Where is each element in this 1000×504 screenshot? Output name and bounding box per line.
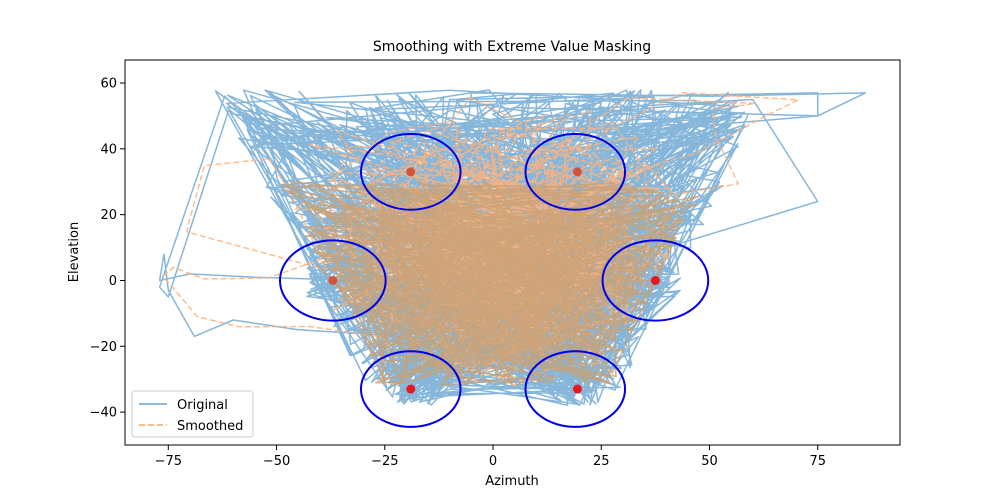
target-point-5	[572, 384, 582, 394]
axes-layer: −75 −50 −25 0 25 50 75 −40 −20 0 20 40 60	[90, 77, 826, 469]
legend: Original Smoothed	[131, 390, 254, 438]
target-point-4	[406, 384, 416, 394]
legend-label-original: Original	[177, 398, 228, 413]
chart-title: Smoothing with Extreme Value Masking	[373, 39, 651, 55]
x-tick-label: 50	[701, 454, 718, 469]
x-tick-label: 0	[489, 454, 497, 469]
y-tick-label: 40	[100, 142, 117, 157]
x-tick-label: 75	[809, 454, 826, 469]
ellipse-3	[601, 239, 710, 322]
series-overlap-trace	[280, 179, 700, 387]
ellipse-5	[524, 350, 627, 428]
ellipse-2	[279, 239, 387, 322]
overlay-layer	[279, 133, 710, 428]
ellipse-0	[359, 133, 462, 211]
target-point-2	[328, 275, 338, 285]
x-tick-label: −75	[155, 454, 182, 469]
x-tick-label: 25	[593, 454, 610, 469]
y-axis-label: Elevation	[67, 222, 82, 282]
target-point-0	[406, 167, 416, 177]
x-tick-label: −25	[371, 454, 398, 469]
x-tick-label: −50	[263, 454, 290, 469]
y-tick-label: 20	[100, 208, 117, 223]
y-tick-label: 60	[100, 77, 117, 92]
ellipse-4	[359, 350, 462, 428]
ellipse-1	[524, 133, 627, 211]
target-point-1	[572, 167, 582, 177]
y-tick-label: −40	[90, 406, 117, 421]
y-tick-label: 0	[109, 274, 117, 289]
data-layer	[158, 88, 867, 407]
x-axis-label: Azimuth	[485, 474, 539, 489]
plot-frame	[124, 59, 901, 446]
y-tick-label: −20	[90, 340, 117, 355]
target-point-3	[650, 275, 660, 285]
legend-label-smoothed: Smoothed	[177, 419, 243, 434]
